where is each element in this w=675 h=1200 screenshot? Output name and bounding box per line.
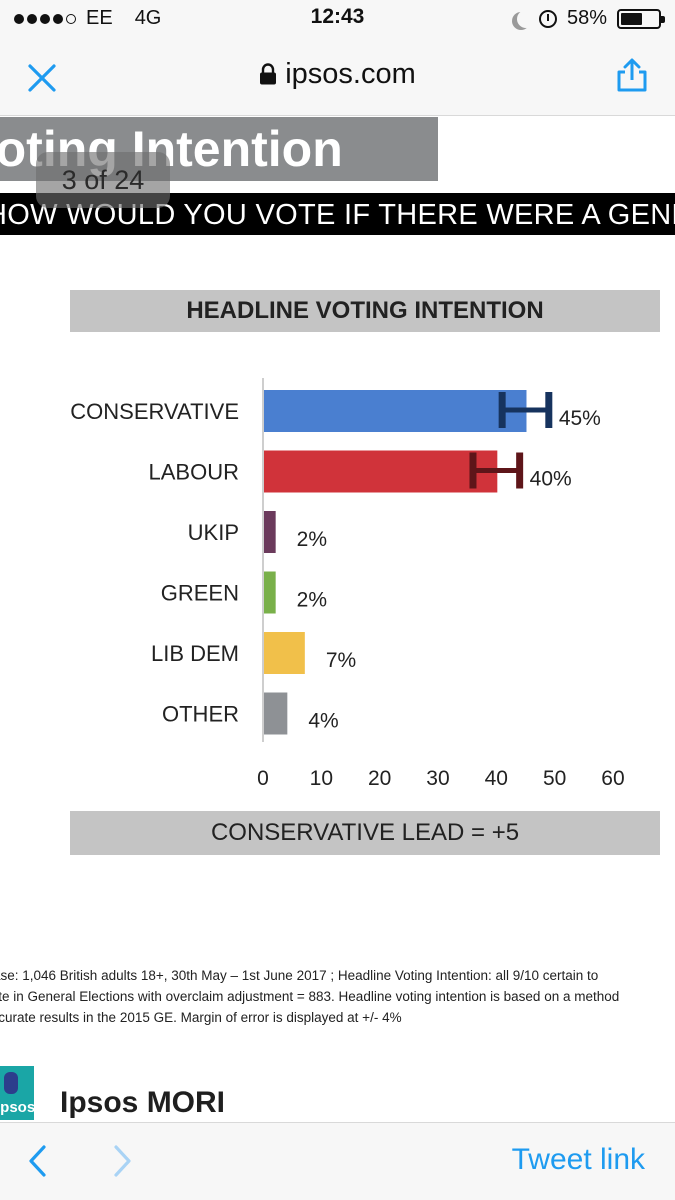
signal-dot bbox=[14, 13, 24, 24]
ipsos-logo-text: Ipsos bbox=[0, 1099, 34, 1116]
bottom-toolbar: Tweet link bbox=[0, 1122, 675, 1200]
signal-dot bbox=[66, 13, 76, 24]
category-label: LIB DEM bbox=[151, 641, 239, 666]
carrier-name: EE bbox=[86, 7, 113, 29]
lock-icon bbox=[260, 63, 277, 85]
bar-conservative bbox=[264, 390, 527, 432]
x-tick-label: 20 bbox=[368, 767, 391, 790]
share-button[interactable] bbox=[613, 56, 651, 94]
brand-name: Ipsos MORI bbox=[60, 1086, 226, 1119]
footnote-line-3: accurate results in the 2015 GE. Margin … bbox=[0, 1010, 402, 1025]
category-label: UKIP bbox=[188, 520, 239, 545]
battery-icon bbox=[617, 8, 665, 29]
status-left: EE 4G bbox=[14, 7, 161, 30]
category-label: OTHER bbox=[162, 702, 239, 727]
value-label: 2% bbox=[297, 528, 327, 551]
bar-lib-dem bbox=[264, 632, 305, 674]
back-button[interactable] bbox=[24, 1143, 54, 1179]
status-bar: EE 4G 12:43 58% bbox=[0, 0, 675, 38]
battery-fill bbox=[621, 12, 642, 25]
share-icon bbox=[617, 58, 647, 92]
page-indicator-badge: 3 of 24 bbox=[36, 152, 170, 208]
alarm-clock-icon bbox=[538, 9, 557, 28]
tweet-link-button[interactable]: Tweet link bbox=[511, 1143, 645, 1176]
forward-button[interactable] bbox=[106, 1143, 136, 1179]
bar-labour bbox=[264, 450, 498, 493]
category-label: CONSERVATIVE bbox=[70, 399, 239, 424]
value-label: 7% bbox=[326, 649, 356, 672]
battery-percentage: 58% bbox=[566, 7, 607, 29]
x-tick-label: 30 bbox=[426, 767, 449, 790]
browser-header: ipsos.com bbox=[0, 38, 675, 116]
x-tick-label: 40 bbox=[485, 767, 508, 790]
do-not-disturb-moon-icon bbox=[517, 10, 535, 28]
value-label: 2% bbox=[297, 589, 327, 612]
value-label: 45% bbox=[559, 407, 601, 430]
chevron-left-icon bbox=[29, 1145, 46, 1177]
address-bar[interactable]: ipsos.com bbox=[0, 58, 675, 91]
signal-strength-icon bbox=[14, 13, 76, 24]
slide-title: Voting Intention bbox=[0, 117, 438, 181]
ipsos-logo-mark bbox=[4, 1072, 18, 1094]
network-type: 4G bbox=[134, 7, 162, 29]
footnote-line-2: vote in General Elections with overclaim… bbox=[0, 989, 620, 1004]
conservative-lead-banner: CONSERVATIVE LEAD = +5 bbox=[70, 811, 660, 855]
signal-dot bbox=[27, 13, 37, 24]
close-icon bbox=[28, 64, 56, 92]
x-tick-label: 0 bbox=[257, 767, 269, 790]
url-text: ipsos.com bbox=[285, 58, 416, 90]
chart-heading: HEADLINE VOTING INTENTION bbox=[70, 290, 660, 332]
status-time: 12:43 bbox=[310, 5, 365, 28]
category-label: GREEN bbox=[161, 581, 239, 606]
x-tick-label: 10 bbox=[310, 767, 333, 790]
value-label: 40% bbox=[530, 468, 572, 491]
category-label: LABOUR bbox=[149, 460, 239, 485]
bar-green bbox=[264, 571, 276, 614]
voting-intention-bar-chart: CONSERVATIVE 45% LABOUR 40% UKIP 2% GREEN 2% LIB… bbox=[70, 378, 625, 790]
bar-other bbox=[264, 692, 288, 735]
battery-cap bbox=[661, 15, 665, 23]
status-right: 58% bbox=[511, 7, 665, 30]
footnote-line-1: Base: 1,046 British adults 18+, 30th May… bbox=[0, 968, 599, 983]
x-tick-label: 60 bbox=[601, 767, 624, 790]
bar-ukip bbox=[264, 511, 276, 553]
signal-dot bbox=[53, 13, 63, 24]
signal-dot bbox=[40, 13, 50, 24]
footnote: Base: 1,046 British adults 18+, 30th May… bbox=[0, 965, 675, 1028]
value-label: 4% bbox=[308, 710, 338, 733]
close-button[interactable] bbox=[24, 60, 60, 96]
chevron-right-icon bbox=[114, 1145, 131, 1177]
x-tick-label: 50 bbox=[543, 767, 566, 790]
ipsos-logo: Ipsos bbox=[0, 1066, 34, 1120]
